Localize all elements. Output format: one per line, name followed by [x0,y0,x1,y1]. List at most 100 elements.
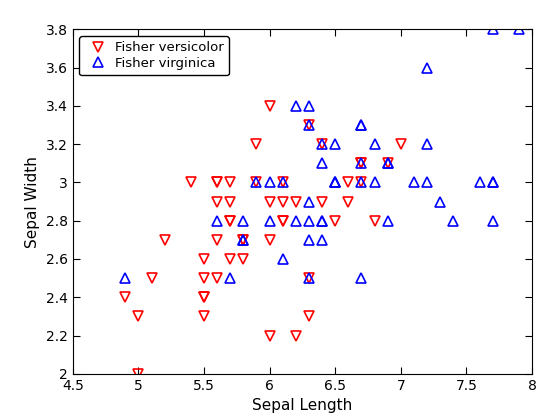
Fisher versicolor [135,371,142,376]
Y-axis label: Sepal Width: Sepal Width [25,156,40,247]
Fisher virginica [306,123,312,128]
Legend: Fisher versicolor, Fisher virginica: Fisher versicolor, Fisher virginica [80,36,229,75]
Fisher virginica [358,123,365,128]
Fisher virginica [319,142,325,147]
Fisher versicolor [358,161,365,166]
Fisher virginica [424,142,431,147]
Fisher versicolor [200,276,207,281]
Fisher versicolor [358,161,365,166]
Fisher virginica [227,276,234,281]
Fisher virginica [240,218,247,223]
Fisher virginica [332,180,339,185]
Line: Fisher versicolor: Fisher versicolor [120,101,405,379]
Fisher versicolor [188,180,194,185]
Fisher versicolor [200,295,207,300]
Fisher virginica [279,180,286,185]
Fisher virginica [424,65,431,70]
Fisher virginica [332,180,339,185]
Fisher virginica [516,27,522,32]
Fisher versicolor [214,276,221,281]
Fisher versicolor [358,180,365,185]
Fisher versicolor [266,333,273,338]
Fisher versicolor [214,180,221,185]
Fisher virginica [489,180,496,185]
Fisher virginica [358,180,365,185]
Fisher virginica [332,142,339,147]
Fisher virginica [214,218,221,223]
Fisher virginica [306,218,312,223]
Fisher versicolor [306,314,312,319]
Fisher virginica [358,161,365,166]
Fisher versicolor [345,199,352,204]
Fisher versicolor [279,180,286,185]
Fisher versicolor [266,103,273,108]
Fisher versicolor [306,123,312,128]
Fisher versicolor [122,295,129,300]
Line: Fisher virginica: Fisher virginica [120,24,524,283]
Fisher virginica [384,161,391,166]
Fisher versicolor [253,142,260,147]
Fisher versicolor [345,180,352,185]
Fisher versicolor [240,257,247,262]
Fisher virginica [240,237,247,242]
Fisher virginica [292,103,299,108]
Fisher versicolor [200,314,207,319]
Fisher virginica [319,237,325,242]
Fisher versicolor [319,142,325,147]
Fisher versicolor [398,142,404,147]
Fisher virginica [476,180,483,185]
Fisher versicolor [384,161,391,166]
Fisher versicolor [306,276,312,281]
Fisher virginica [371,180,378,185]
Fisher versicolor [319,199,325,204]
Fisher virginica [306,276,312,281]
Fisher versicolor [227,218,234,223]
Fisher versicolor [292,333,299,338]
Fisher versicolor [200,257,207,262]
Fisher versicolor [214,199,221,204]
Fisher virginica [424,180,431,185]
Fisher versicolor [240,237,247,242]
Fisher versicolor [371,218,378,223]
Fisher virginica [410,180,417,185]
Fisher versicolor [253,180,260,185]
Fisher versicolor [214,237,221,242]
Fisher virginica [319,218,325,223]
Fisher virginica [253,180,260,185]
Fisher virginica [489,180,496,185]
Fisher virginica [279,257,286,262]
Fisher virginica [306,237,312,242]
Fisher virginica [358,276,365,281]
Fisher versicolor [227,218,234,223]
Fisher virginica [122,276,129,281]
Fisher versicolor [200,295,207,300]
Fisher versicolor [227,180,234,185]
Fisher versicolor [266,199,273,204]
Fisher versicolor [148,276,155,281]
Fisher virginica [266,180,273,185]
Fisher virginica [292,218,299,223]
Fisher virginica [240,237,247,242]
Fisher virginica [437,199,444,204]
X-axis label: Sepal Length: Sepal Length [252,398,353,413]
Fisher virginica [384,161,391,166]
Fisher virginica [306,199,312,204]
Fisher versicolor [266,237,273,242]
Fisher virginica [319,161,325,166]
Fisher versicolor [161,237,168,242]
Fisher virginica [371,142,378,147]
Fisher versicolor [240,237,247,242]
Fisher virginica [319,218,325,223]
Fisher virginica [489,27,496,32]
Fisher versicolor [292,199,299,204]
Fisher versicolor [332,218,339,223]
Fisher virginica [306,103,312,108]
Fisher versicolor [227,257,234,262]
Fisher versicolor [279,218,286,223]
Fisher virginica [266,218,273,223]
Fisher versicolor [227,199,234,204]
Fisher virginica [358,123,365,128]
Fisher versicolor [279,199,286,204]
Fisher virginica [489,218,496,223]
Fisher versicolor [279,218,286,223]
